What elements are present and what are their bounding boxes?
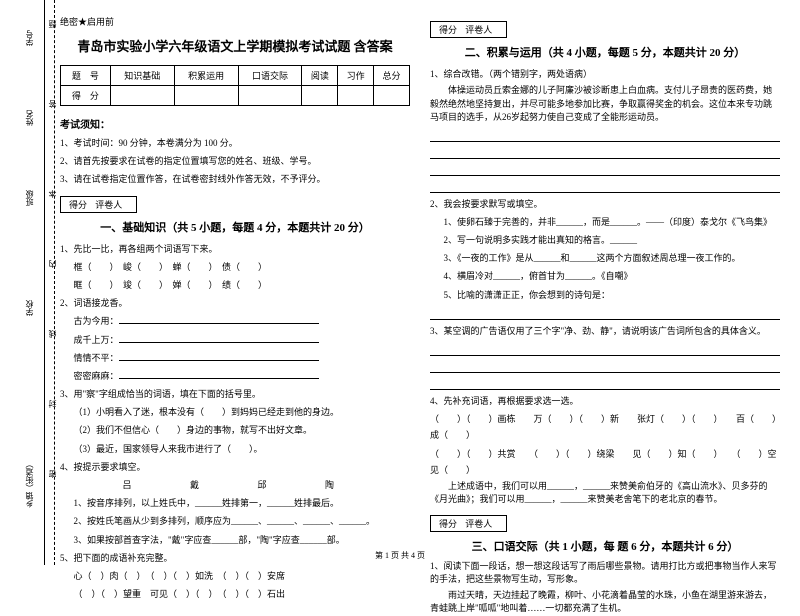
answer-line[interactable] xyxy=(430,306,780,320)
scorer-label: 评卷人 xyxy=(465,519,492,529)
s2q2a: 1、使卵石臻于完善的，并非______，而是______。——（印度）泰戈尔《飞… xyxy=(430,214,780,230)
answer-blank[interactable] xyxy=(119,351,319,361)
q2b: 成千上万： xyxy=(60,332,410,348)
label-class: 班级 xyxy=(24,190,35,206)
q1: 1、先比一比，再各组两个词语写下来。 xyxy=(60,241,410,257)
q3c: （3）最近，国家领导人来我市进行了（ ）。 xyxy=(60,441,410,457)
notice-line: 3、请在试卷指定位置作答，在试卷密封线外作答无效，不予评分。 xyxy=(60,171,410,187)
right-column: 得分 评卷人 二、积累与运用（共 4 小题，每题 5 分，本题共计 20 分） … xyxy=(430,15,780,540)
q5b: （ ）（ ）望重 可见（ ）（ ） （ ）（ ）石出 xyxy=(60,586,410,602)
table-row: 题 号 知识基础 积累运用 口语交际 阅读 习作 总分 xyxy=(61,66,410,86)
td[interactable] xyxy=(110,86,174,106)
label-name: 姓名 xyxy=(24,110,35,126)
seal-t3: 本 xyxy=(47,190,58,198)
score-label: 得分 xyxy=(69,200,87,210)
answer-blank[interactable] xyxy=(119,369,319,379)
scorer-label: 评卷人 xyxy=(95,200,122,210)
s2q1: 1、综合改错。（两个错别字，两处语病） xyxy=(430,66,780,82)
s2q3: 3、某空调的广告语仅用了三个字"净、劲、静"，请说明该广告词所包含的具体含义。 xyxy=(430,323,780,339)
th: 知识基础 xyxy=(110,66,174,86)
q2d: 密密麻麻： xyxy=(60,368,410,384)
q4c: 2、按姓氏笔画从少到多排列，顺序应为______、______、______、_… xyxy=(60,513,410,529)
s2q2e: 5、比喻的潇潇正正，你会想到的诗句是： xyxy=(430,287,780,303)
notice-line: 2、请首先按要求在试卷的指定位置填写您的姓名、班级、学号。 xyxy=(60,153,410,169)
q1b: 眶（ ） 竣（ ） 婵（ ） 绩（ ） xyxy=(60,277,410,293)
q4: 4、按提示要求填空。 xyxy=(60,459,410,475)
th: 口语交际 xyxy=(238,66,302,86)
td[interactable] xyxy=(302,86,338,106)
answer-line[interactable] xyxy=(430,145,780,159)
q4d: 3、如果按部首查字法，"戴"字应查______部，"陶"字应查______部。 xyxy=(60,532,410,548)
s2q4: 4、先补充词语，再根据要求选一选。 xyxy=(430,393,780,409)
q4a: 吕 戴 邱 陶 xyxy=(60,477,410,493)
th: 题 号 xyxy=(61,66,111,86)
seal-t6: 封 xyxy=(47,400,58,408)
answer-line[interactable] xyxy=(430,376,780,390)
td[interactable] xyxy=(174,86,238,106)
page-content: 绝密★启用前 青岛市实验小学六年级语文上学期模拟考试试题 含答案 题 号 知识基… xyxy=(0,0,800,540)
s2q4b: （ ）（ ）共赏 （ ）（ ）绕梁 见（ ）知（ ） （ ）空见（ ） xyxy=(430,446,780,478)
section-2-title: 二、积累与运用（共 4 小题，每题 5 分，本题共计 20 分） xyxy=(430,44,780,60)
seal-t4: 内 xyxy=(47,260,58,268)
th: 习作 xyxy=(338,66,374,86)
th: 阅读 xyxy=(302,66,338,86)
score-label: 得分 xyxy=(439,519,457,529)
answer-blank[interactable] xyxy=(119,333,319,343)
q1a: 框（ ） 峻（ ） 蝉（ ） 债（ ） xyxy=(60,259,410,275)
exam-title: 青岛市实验小学六年级语文上学期模拟考试试题 含答案 xyxy=(60,36,410,55)
s2q2b: 2、写一句说明多实践才能出真知的格言。______ xyxy=(430,232,780,248)
q2a: 古为今用： xyxy=(60,313,410,329)
s2q2c: 3、《一夜的工作》是从______和______这两个方面叙述周总理一夜工作的。 xyxy=(430,250,780,266)
label-xuehao: 学号 xyxy=(24,30,35,46)
s2q4a: （ ）（ ）画栋 万（ ）（ ）新 张灯（ ）（ ） 百（ ）成（ ） xyxy=(430,411,780,443)
page-footer: 第 1 页 共 4 页 xyxy=(0,550,800,561)
answer-line[interactable] xyxy=(430,128,780,142)
label-school: 学校 xyxy=(24,300,35,316)
td[interactable] xyxy=(338,86,374,106)
answer-line[interactable] xyxy=(430,359,780,373)
q2c: 情情不平： xyxy=(60,350,410,366)
scorer-label: 评卷人 xyxy=(465,25,492,35)
q3: 3、用"察"字组成恰当的词语，填在下面的括号里。 xyxy=(60,386,410,402)
s3q1: 1、阅读下面一段话，想一想这段话写了雨后哪些景物。请用打比方或把事物当作人来写的… xyxy=(430,560,780,587)
score-table: 题 号 知识基础 积累运用 口语交际 阅读 习作 总分 得 分 xyxy=(60,65,410,106)
s2q2: 2、我会按要求默写或填空。 xyxy=(430,196,780,212)
q3a: （1）小明看入了迷，根本没有（ ）到妈妈已经走到他的身边。 xyxy=(60,404,410,420)
notice-head: 考试须知： xyxy=(60,116,410,131)
td: 得 分 xyxy=(61,86,111,106)
seal-t1: 题 xyxy=(47,20,58,28)
q3b: （2）我们不但信心（ ）身边的事物，就写不出好文章。 xyxy=(60,422,410,438)
q4b: 1、按音序排列，以上姓氏中，______姓排第一，______姓排最后。 xyxy=(60,495,410,511)
score-label: 得分 xyxy=(439,25,457,35)
s2q2d: 4、横眉冷对______，俯首甘为______。《自嘲》 xyxy=(430,268,780,284)
section-1-title: 一、基础知识（共 5 小题，每题 4 分，本题共计 20 分） xyxy=(60,219,410,235)
left-column: 绝密★启用前 青岛市实验小学六年级语文上学期模拟考试试题 含答案 题 号 知识基… xyxy=(60,15,410,540)
answer-line[interactable] xyxy=(430,179,780,193)
answer-line[interactable] xyxy=(430,342,780,356)
scorer-box: 得分 评卷人 xyxy=(60,196,137,213)
binding-margin: 学号 姓名 班级 学校 乡镇（街道） 题 答 本 内 线 封 密 xyxy=(0,0,60,565)
scorer-box: 得分 评卷人 xyxy=(430,21,507,38)
th: 总分 xyxy=(374,66,410,86)
table-row: 得 分 xyxy=(61,86,410,106)
answer-blank[interactable] xyxy=(119,314,319,324)
s2q4c: 上述成语中，我们可以用______，______来赞美俞伯牙的《高山流水》、贝多… xyxy=(430,480,780,507)
q2: 2、词语接龙香。 xyxy=(60,295,410,311)
answer-line[interactable] xyxy=(430,162,780,176)
s2q1t: 体操运动员丘索金娜的儿子阿廉沙被诊断患上白血病。支付儿子昂贵的医药费，她毅然绝然… xyxy=(430,84,780,125)
confidential-note: 绝密★启用前 xyxy=(60,15,410,28)
seal-t5: 线 xyxy=(47,330,58,338)
notice-line: 1、考试时间：90 分钟，本卷满分为 100 分。 xyxy=(60,135,410,151)
th: 积累运用 xyxy=(174,66,238,86)
label-town: 乡镇（街道） xyxy=(24,460,35,508)
td[interactable] xyxy=(374,86,410,106)
seal-t7: 密 xyxy=(47,470,58,478)
s3q1t: 雨过天晴，天边挂起了晚霞，柳叶、小花滴着晶莹的水珠，小鱼在湖里游来游去，青蛙跳上… xyxy=(430,589,780,616)
q5a: 心（ ）肉（ ） （ ）（ ）如洗 （ ）（ ）安席 xyxy=(60,568,410,584)
scorer-box: 得分 评卷人 xyxy=(430,515,507,532)
td[interactable] xyxy=(238,86,302,106)
seal-t2: 答 xyxy=(47,100,58,108)
